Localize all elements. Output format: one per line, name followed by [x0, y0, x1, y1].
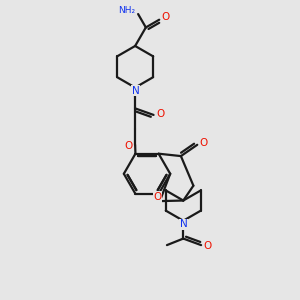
Text: O: O: [156, 109, 164, 119]
Text: O: O: [153, 192, 162, 202]
Text: N: N: [180, 219, 188, 229]
Text: NH₂: NH₂: [118, 6, 135, 15]
Text: O: O: [162, 12, 170, 22]
Text: N: N: [132, 85, 140, 96]
Text: O: O: [203, 241, 212, 251]
Text: O: O: [200, 138, 208, 148]
Text: O: O: [124, 140, 133, 151]
